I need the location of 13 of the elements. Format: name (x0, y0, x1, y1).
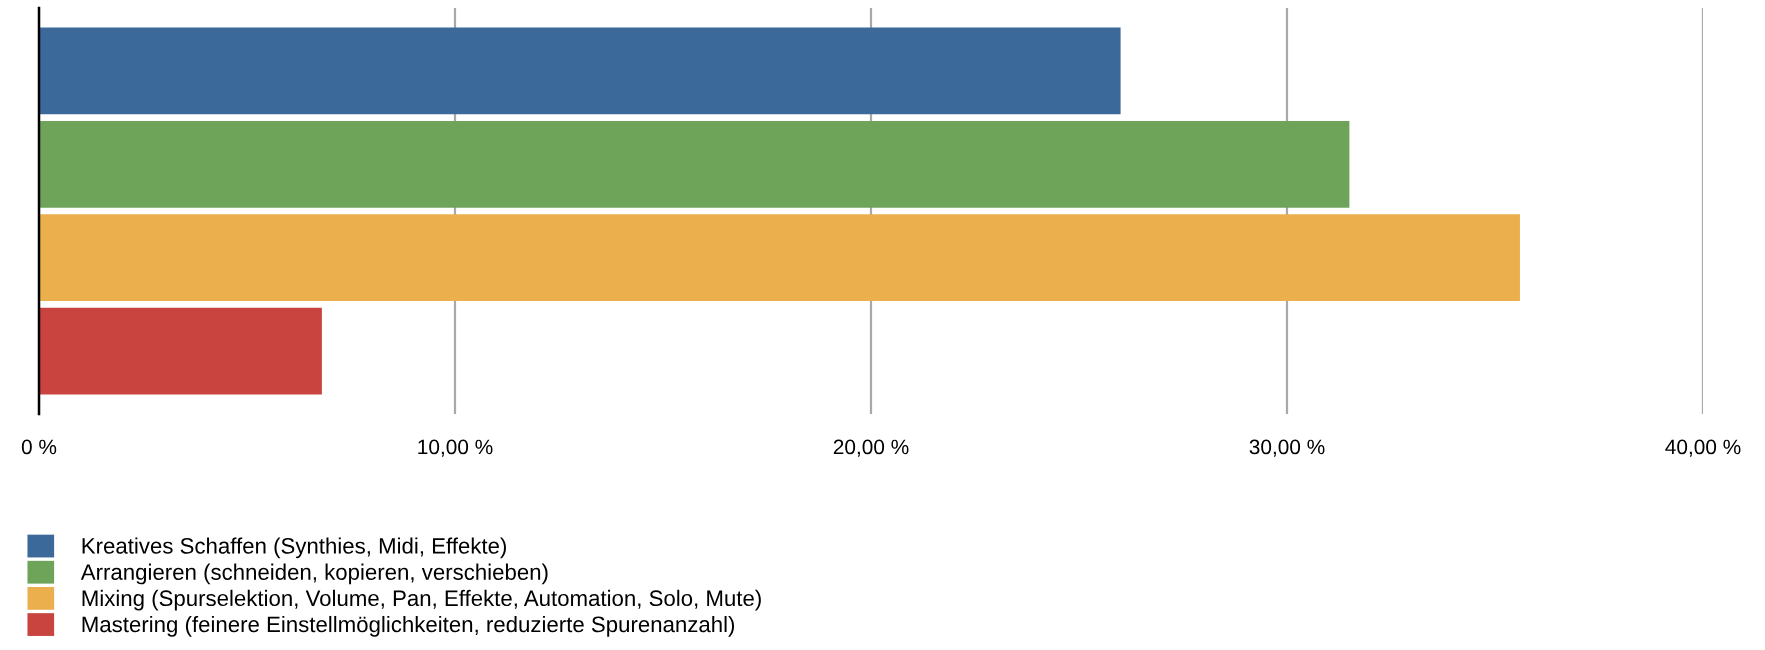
x-tick-label: 0 % (21, 439, 57, 455)
legend-label: Mastering (feinere Einstellmöglichkeiten, reduzierte Spurenanzahl) (82, 615, 735, 637)
legend-label: Mixing (Spurselektion, Volume, Pan, Effekte, Automation, Solo, Mute) (82, 589, 761, 611)
x-tick-label: 40,00 % (1665, 439, 1741, 457)
x-tick-label: 30,00 % (1249, 439, 1325, 457)
x-tick-label: 20,00 % (833, 439, 909, 457)
bar (39, 27, 1121, 115)
legend-label: Kreatives Schaffen (Synthies, Midi, Effekte) (82, 537, 506, 559)
x-tick-label: 10,00 % (418, 439, 493, 457)
legend-label: Arrangieren (schneiden, kopieren, verschieben) (80, 563, 548, 585)
bar (39, 307, 322, 395)
bar (39, 120, 1350, 208)
bar (39, 214, 1520, 302)
